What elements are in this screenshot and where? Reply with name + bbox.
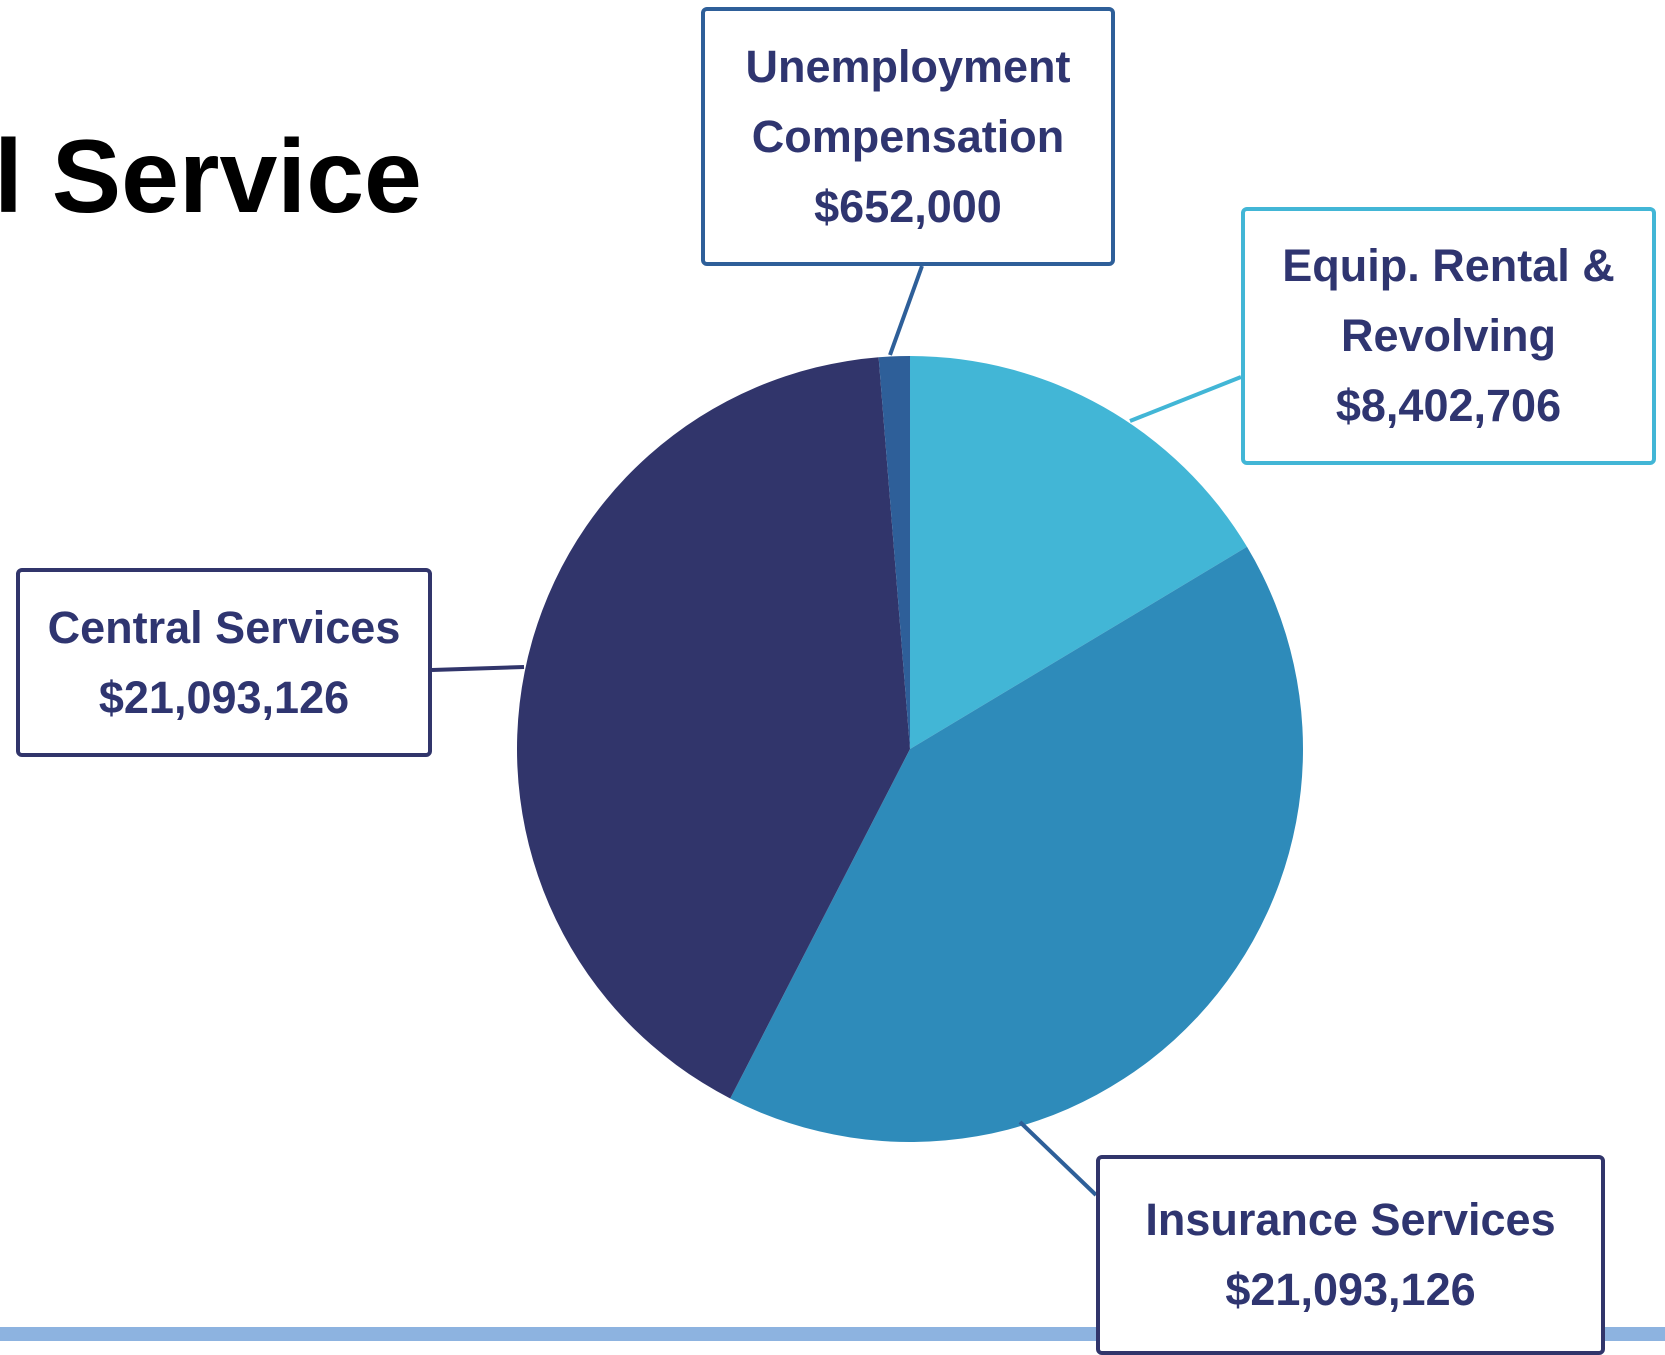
pie-slice [910,356,1247,749]
pie-slice [730,546,1303,1142]
category-label: Central Services [47,601,401,653]
data-label-box: Unemployment Compensation $652,000 [701,7,1115,266]
value-label: $8,402,706 [1335,380,1562,431]
value-label: $21,093,126 [1225,1264,1476,1315]
category-label: Unemployment Compensation [745,40,1071,162]
leader-line [431,665,525,672]
data-label-box: Insurance Services $21,093,126 [1096,1155,1605,1355]
leader-line [1018,1120,1098,1197]
category-label: Equip. Rental & Revolving [1282,240,1615,361]
data-label-box: Equip. Rental & Revolving $8,402,706 [1241,207,1656,465]
category-label: Insurance Services [1145,1194,1556,1245]
chart-title: l Service [0,119,422,235]
pie-slice [517,357,910,1099]
leader-line [888,265,924,356]
value-label: $21,093,126 [98,671,350,723]
pie [517,356,1303,1142]
leader-lines [431,265,1242,1197]
data-label-box: Central Services $21,093,126 [16,568,432,757]
pie-slice [878,356,910,749]
value-label: $652,000 [814,180,1002,232]
leader-line [1129,375,1242,423]
